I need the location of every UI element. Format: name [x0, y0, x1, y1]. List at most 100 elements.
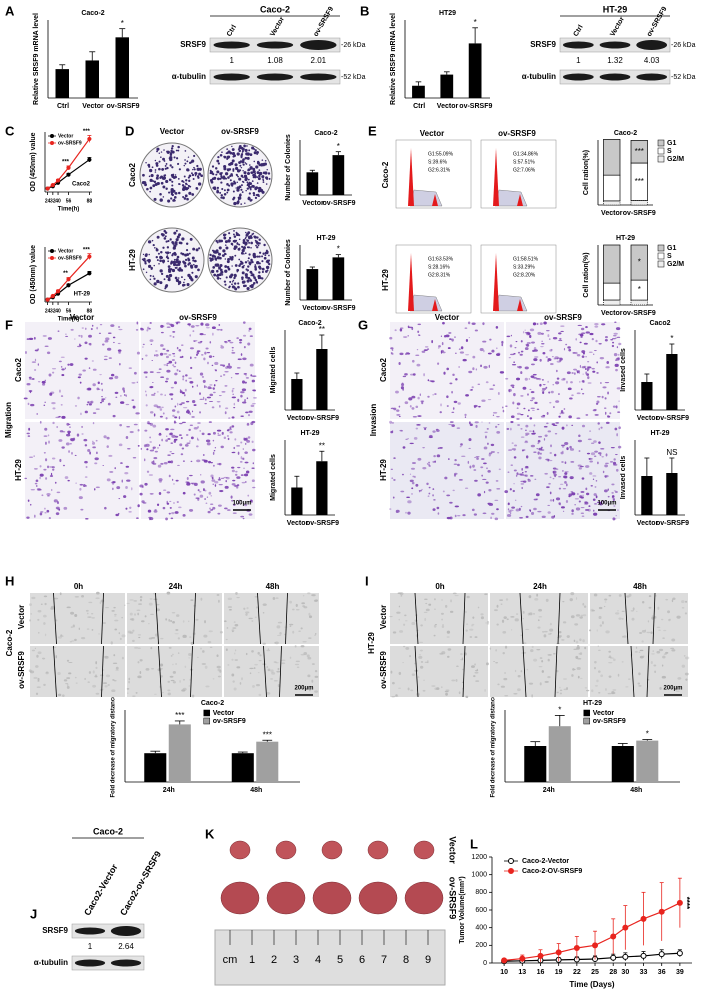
cell: [140, 447, 143, 450]
cell: [148, 474, 154, 476]
colony: [257, 277, 260, 280]
colony: [154, 246, 156, 249]
colony: [198, 172, 202, 176]
cell: [646, 679, 650, 681]
colony: [167, 199, 171, 203]
bar: [332, 257, 345, 300]
colony: [241, 265, 245, 269]
cell: [408, 397, 413, 401]
cell: [240, 474, 244, 476]
cell: [87, 401, 90, 404]
significance-label: NS: [666, 448, 677, 457]
cell: [34, 358, 37, 362]
colony: [187, 176, 190, 179]
plate: [207, 227, 273, 293]
colony: [255, 244, 257, 247]
cell: [591, 367, 595, 370]
cell: [409, 479, 414, 483]
cell: [560, 325, 565, 327]
cell: [538, 608, 543, 612]
cell: [217, 512, 221, 515]
cell: [178, 370, 181, 372]
cell: [582, 352, 585, 355]
cell: [579, 495, 583, 499]
colony: [209, 253, 212, 256]
colony: [168, 178, 171, 181]
cell: [675, 690, 680, 693]
cell: [399, 630, 404, 633]
chart-title: Caco-2: [81, 10, 104, 17]
cell: [472, 355, 476, 359]
cell: [492, 414, 495, 416]
cell: [141, 346, 144, 348]
cell: [182, 514, 186, 517]
cell: [665, 598, 669, 601]
cell: [219, 489, 224, 493]
cell: [267, 668, 271, 672]
marker: [555, 949, 562, 956]
cell: [51, 457, 56, 460]
bar: [641, 476, 653, 515]
cell: [605, 336, 608, 339]
cell: [549, 349, 553, 352]
colony: [233, 247, 237, 250]
cell: [596, 629, 598, 632]
colony: [254, 196, 258, 200]
cell: [597, 645, 600, 647]
colony: [168, 273, 173, 278]
cell: [531, 432, 536, 435]
colony: [165, 274, 169, 278]
cell: [95, 408, 100, 410]
cell: [530, 363, 535, 366]
lane-label: Caco2-Vector: [82, 862, 120, 917]
wound-edge: [519, 592, 524, 645]
cell: [137, 647, 141, 649]
cell: [197, 489, 200, 492]
cell: [597, 461, 599, 465]
colony: [253, 175, 257, 179]
cell: [95, 666, 98, 670]
cell: [585, 508, 590, 511]
colony: [222, 249, 226, 253]
colony: [145, 271, 148, 274]
colony: [226, 148, 229, 150]
cell: [162, 506, 166, 510]
cell: [441, 624, 445, 626]
colony: [245, 275, 248, 279]
cell: [205, 398, 207, 401]
cell: [548, 482, 551, 485]
cell: [182, 378, 185, 381]
colony: [241, 280, 246, 284]
cell: [608, 594, 612, 597]
cell: [617, 411, 621, 413]
cell: [525, 432, 530, 436]
quantification: 1: [229, 56, 234, 65]
cell: [547, 359, 550, 363]
cell: [28, 376, 32, 379]
colony: [184, 264, 187, 268]
cell: [415, 483, 419, 487]
cell: [390, 407, 395, 410]
colony: [262, 178, 264, 180]
cell: [115, 513, 119, 517]
cell: [187, 323, 191, 326]
cell: [69, 363, 74, 366]
cell: [111, 610, 115, 612]
cell: [153, 456, 158, 460]
legend-label: ov-SRSF9: [593, 718, 626, 725]
cell: [208, 355, 213, 359]
colony: [231, 152, 235, 156]
colony: [165, 187, 168, 191]
cell: [209, 341, 212, 344]
cell: [513, 361, 515, 364]
cell: [223, 476, 228, 479]
cell: [71, 640, 75, 642]
cell: [564, 472, 568, 475]
cell: [55, 512, 60, 516]
tumor: [367, 840, 389, 860]
cell: [222, 374, 226, 376]
cell: [609, 461, 614, 463]
colony: [263, 243, 266, 247]
cell: [630, 610, 634, 612]
cell: [57, 501, 59, 505]
